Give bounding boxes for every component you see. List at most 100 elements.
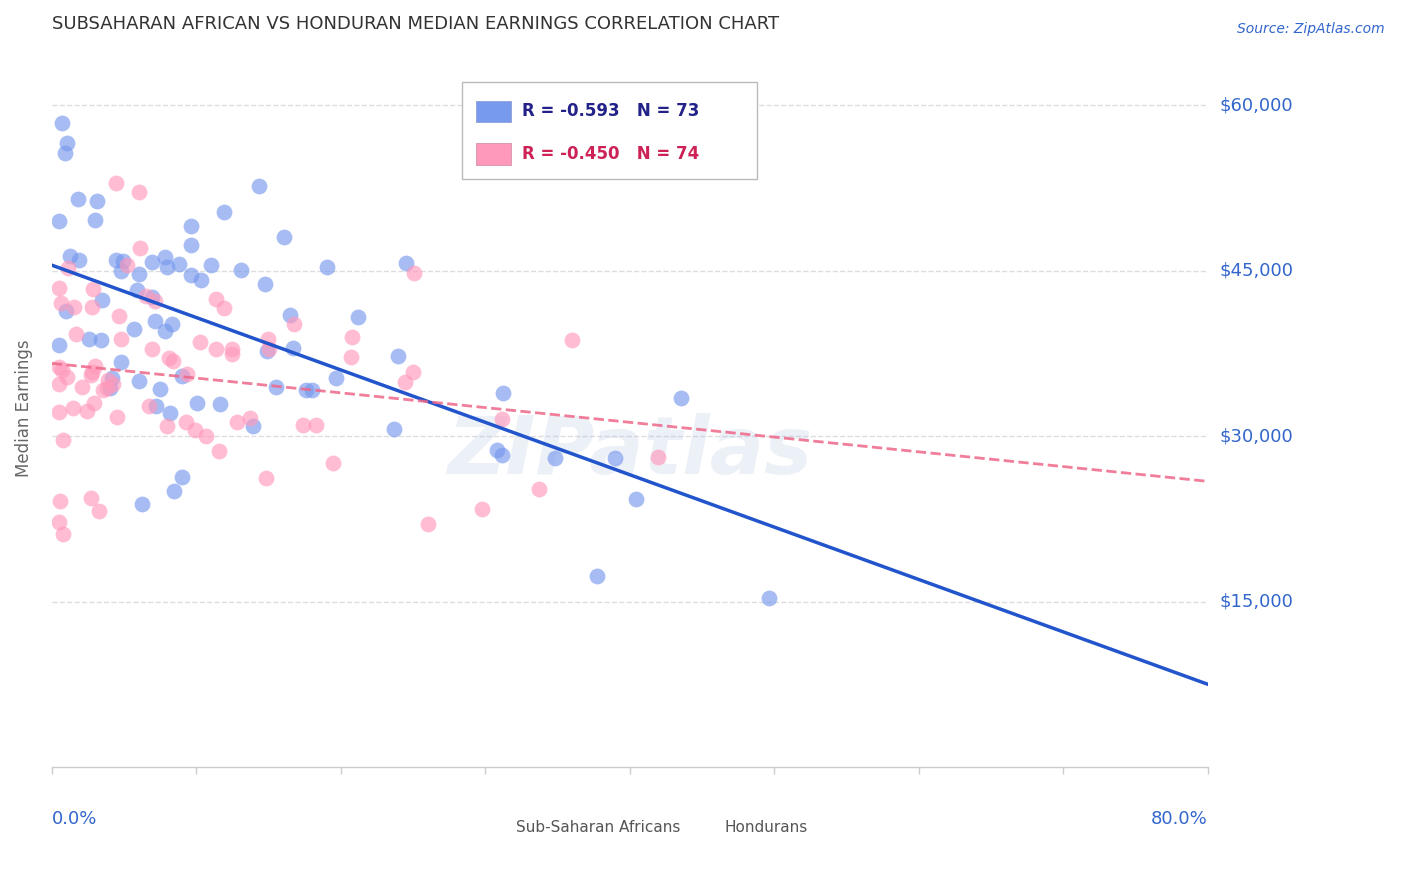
Point — [254, 277, 277, 291]
Point — [195, 429, 218, 443]
Point — [209, 397, 232, 411]
Point — [280, 308, 302, 322]
Point — [149, 382, 172, 396]
Point — [82, 300, 104, 314]
Bar — [693, 821, 718, 835]
Point — [212, 301, 235, 315]
Point — [48, 405, 70, 419]
Point — [56, 261, 79, 276]
Point — [48, 360, 70, 375]
Point — [180, 238, 202, 252]
Point — [135, 289, 157, 303]
Y-axis label: Median Earnings: Median Earnings — [15, 340, 32, 477]
Point — [346, 310, 368, 325]
Point — [305, 417, 328, 432]
Point — [221, 343, 243, 357]
Point — [83, 396, 105, 410]
Point — [82, 366, 104, 380]
Point — [86, 194, 108, 209]
Point — [87, 503, 110, 517]
Point — [163, 484, 186, 499]
Point — [212, 204, 235, 219]
Point — [104, 177, 127, 191]
Point — [141, 255, 163, 269]
Point — [48, 338, 70, 352]
Point — [671, 392, 693, 406]
Point — [190, 273, 212, 287]
Point — [62, 401, 84, 415]
Point — [471, 502, 494, 516]
Text: SUBSAHARAN AFRICAN VS HONDURAN MEDIAN EARNINGS CORRELATION CHART: SUBSAHARAN AFRICAN VS HONDURAN MEDIAN EA… — [52, 15, 779, 33]
Point — [65, 327, 87, 342]
FancyBboxPatch shape — [463, 82, 756, 179]
Point — [143, 314, 166, 328]
Text: 0.0%: 0.0% — [52, 810, 97, 829]
Point — [174, 415, 197, 429]
Point — [256, 332, 278, 346]
Point — [143, 294, 166, 309]
Point — [141, 289, 163, 303]
Point — [221, 347, 243, 361]
Point — [127, 283, 149, 297]
Point — [111, 253, 134, 268]
Point — [103, 376, 125, 391]
Bar — [477, 101, 510, 122]
Text: R = -0.450   N = 74: R = -0.450 N = 74 — [522, 145, 699, 163]
Point — [110, 355, 132, 369]
Point — [67, 253, 90, 268]
Point — [128, 267, 150, 281]
Point — [59, 249, 82, 263]
Point — [603, 450, 626, 465]
Point — [387, 349, 409, 363]
Point — [184, 423, 207, 437]
Text: $15,000: $15,000 — [1219, 592, 1294, 611]
Text: R = -0.593   N = 73: R = -0.593 N = 73 — [522, 103, 700, 120]
Point — [200, 258, 222, 272]
Point — [122, 322, 145, 336]
Text: $30,000: $30,000 — [1219, 427, 1294, 445]
Point — [155, 419, 177, 434]
Point — [90, 333, 112, 347]
Point — [301, 384, 323, 398]
Point — [180, 268, 202, 282]
Bar — [485, 821, 510, 835]
Point — [485, 443, 508, 458]
Point — [491, 412, 513, 426]
Text: Sub-Saharan Africans: Sub-Saharan Africans — [516, 820, 681, 835]
Point — [49, 493, 72, 508]
Point — [529, 482, 551, 496]
Point — [101, 370, 124, 384]
Point — [758, 591, 780, 606]
Point — [257, 342, 280, 356]
Text: 80.0%: 80.0% — [1152, 810, 1208, 829]
Point — [294, 383, 316, 397]
Point — [382, 422, 405, 436]
Point — [170, 469, 193, 483]
Point — [76, 404, 98, 418]
Text: $60,000: $60,000 — [1219, 96, 1294, 114]
Point — [186, 396, 208, 410]
Point — [52, 433, 75, 447]
Point — [100, 381, 122, 395]
Point — [48, 214, 70, 228]
Point — [205, 292, 228, 306]
Point — [229, 262, 252, 277]
Point — [141, 342, 163, 356]
Point — [585, 569, 607, 583]
Point — [239, 410, 262, 425]
Point — [110, 264, 132, 278]
Point — [105, 409, 128, 424]
Point — [283, 317, 305, 331]
Text: ZIPatlas: ZIPatlas — [447, 413, 813, 491]
Point — [97, 373, 120, 387]
Point — [205, 342, 228, 356]
Point — [80, 368, 103, 383]
Point — [55, 370, 77, 384]
Point — [96, 381, 118, 395]
Point — [80, 491, 103, 506]
Point — [51, 363, 73, 377]
Point — [67, 192, 90, 206]
Point — [167, 257, 190, 271]
Point — [172, 368, 194, 383]
Point — [157, 351, 180, 365]
